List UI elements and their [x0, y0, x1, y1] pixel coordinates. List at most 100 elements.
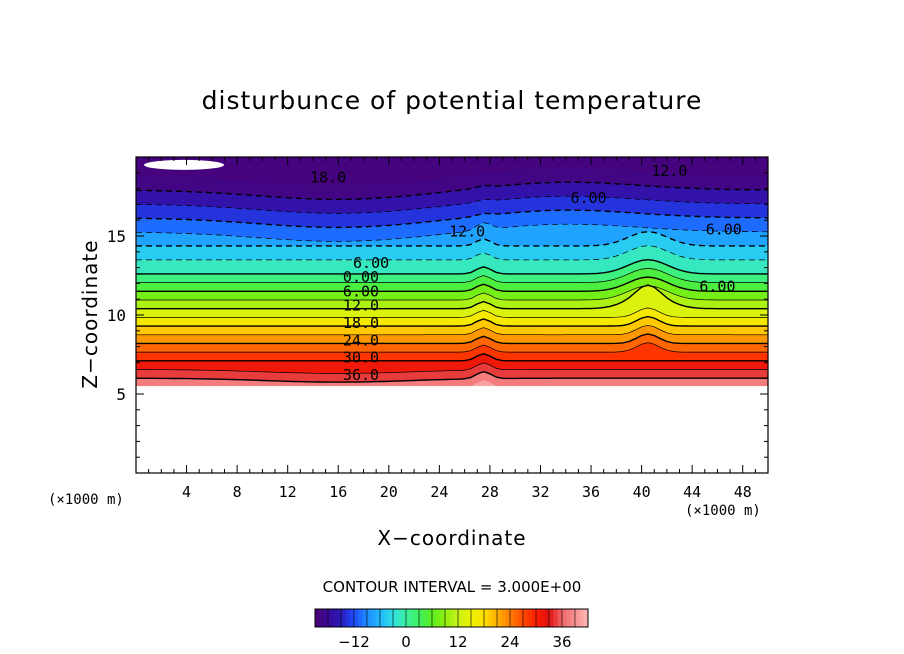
contour-line	[136, 333, 768, 345]
colorbar-swatch	[440, 609, 446, 627]
contour-line	[136, 324, 768, 336]
x-axis-label: X−coordinate	[377, 526, 527, 550]
x-tick-label: 4	[182, 483, 191, 501]
x-tick-label: 40	[633, 483, 651, 501]
colorbar-swatch	[375, 609, 381, 627]
colorbar-swatch	[536, 609, 541, 627]
colorbar-swatch	[349, 609, 355, 627]
y-tick-label: 15	[107, 227, 126, 246]
colorbar-swatch	[367, 609, 372, 627]
colorbar-swatch	[380, 609, 385, 627]
x-tick-label: 8	[233, 483, 242, 501]
colorbar-swatch	[566, 609, 572, 627]
contour-label: 24.0	[343, 331, 379, 349]
contour-line	[136, 285, 768, 301]
terrain-region	[136, 386, 768, 473]
colorbar-tick-label: 24	[500, 633, 519, 651]
colorbar-swatch	[583, 609, 589, 627]
colorbar-tick-label: 12	[448, 633, 467, 651]
colorbar-swatch	[341, 609, 346, 627]
colorbar-swatch	[436, 609, 442, 627]
colorbar-swatch	[358, 609, 364, 627]
colorbar-swatch	[336, 609, 342, 627]
colorbar-swatch	[471, 609, 476, 627]
contour-label: 30.0	[343, 349, 379, 367]
colorbar-swatch	[514, 609, 520, 627]
contour-interval-label: CONTOUR INTERVAL = 3.000E+00	[322, 578, 582, 596]
contour-label: 12.0	[449, 222, 485, 240]
contour-line	[136, 258, 768, 275]
colorbar-swatch	[475, 609, 481, 627]
contour-line	[136, 370, 768, 383]
colorbar-swatch	[397, 609, 403, 627]
x-tick-label: 16	[329, 483, 347, 501]
colorbar-swatch	[315, 609, 320, 627]
colorbar-tick-label: −12	[338, 633, 370, 651]
colorbar-swatch	[540, 609, 546, 627]
colorbar-swatch	[449, 609, 455, 627]
contour-label: 6.00	[343, 282, 379, 300]
x-axis-unit-label-right: (×1000 m)	[685, 503, 761, 519]
colorbar-swatch	[328, 609, 333, 627]
contour-label: 6.00	[570, 189, 606, 207]
contour-line	[136, 195, 768, 214]
contour-label: 12.0	[651, 162, 687, 180]
colorbar-swatch	[466, 609, 472, 627]
y-tick-label: 10	[107, 306, 126, 325]
colorbar-swatch	[462, 609, 468, 627]
contour-label: 6.00	[353, 254, 389, 272]
colorbar-swatch	[488, 609, 494, 627]
contour-line	[136, 362, 768, 374]
colorbar-swatch	[518, 609, 524, 627]
contour-label: 18.0	[343, 314, 379, 332]
colorbar-swatch	[492, 609, 498, 627]
contour-line	[136, 268, 768, 283]
contour-label: 6.00	[706, 221, 742, 239]
colorbar-swatch	[393, 609, 398, 627]
colorbar-swatch	[432, 609, 437, 627]
colorbar-swatch	[401, 609, 407, 627]
colorbar-frame	[314, 608, 589, 628]
colorbar-swatch	[410, 609, 416, 627]
colorbar-swatch	[319, 609, 325, 627]
colorbar-swatch	[510, 609, 515, 627]
colorbar-swatch	[484, 609, 489, 627]
colorbar-swatch	[527, 609, 533, 627]
colorbar-swatch	[544, 609, 550, 627]
x-tick-label: 32	[531, 483, 549, 501]
x-tick-label: 24	[430, 483, 448, 501]
x-axis-unit-label: (×1000 m)	[48, 492, 124, 508]
colorbar-swatch	[458, 609, 463, 627]
contour-label: 0.00	[343, 268, 379, 286]
x-tick-label: 20	[380, 483, 398, 501]
contour-label: 12.0	[343, 297, 379, 315]
colorbar-swatch	[388, 609, 394, 627]
contour-label: 18.0	[310, 169, 346, 187]
colorbar-swatch	[345, 609, 351, 627]
colorbar-swatch	[371, 609, 377, 627]
colorbar-swatch	[562, 609, 567, 627]
colorbar-swatch	[453, 609, 459, 627]
contour-line	[136, 245, 768, 261]
colorbar-swatch	[332, 609, 338, 627]
contour-line	[136, 181, 768, 201]
contour-line	[136, 352, 768, 362]
colorbar-swatch	[419, 609, 424, 627]
colorbar-swatch	[354, 609, 359, 627]
colorbar-swatch	[406, 609, 411, 627]
contour-line	[136, 315, 768, 327]
colorbar-swatch	[427, 609, 433, 627]
colorbar-swatch	[505, 609, 511, 627]
colorbar-swatch	[362, 609, 368, 627]
contour-line	[136, 209, 768, 229]
colorbar-tick-label: 0	[401, 633, 411, 651]
colorbar-swatch	[497, 609, 502, 627]
contour-line	[136, 222, 768, 242]
y-tick-label: 5	[116, 385, 126, 404]
colorbar-swatch	[323, 609, 329, 627]
chart-title: disturbunce of potential temperature	[201, 86, 703, 115]
colorbar-tick-label: 36	[552, 633, 571, 651]
contour-line	[136, 276, 768, 292]
colorbar-swatch	[414, 609, 420, 627]
